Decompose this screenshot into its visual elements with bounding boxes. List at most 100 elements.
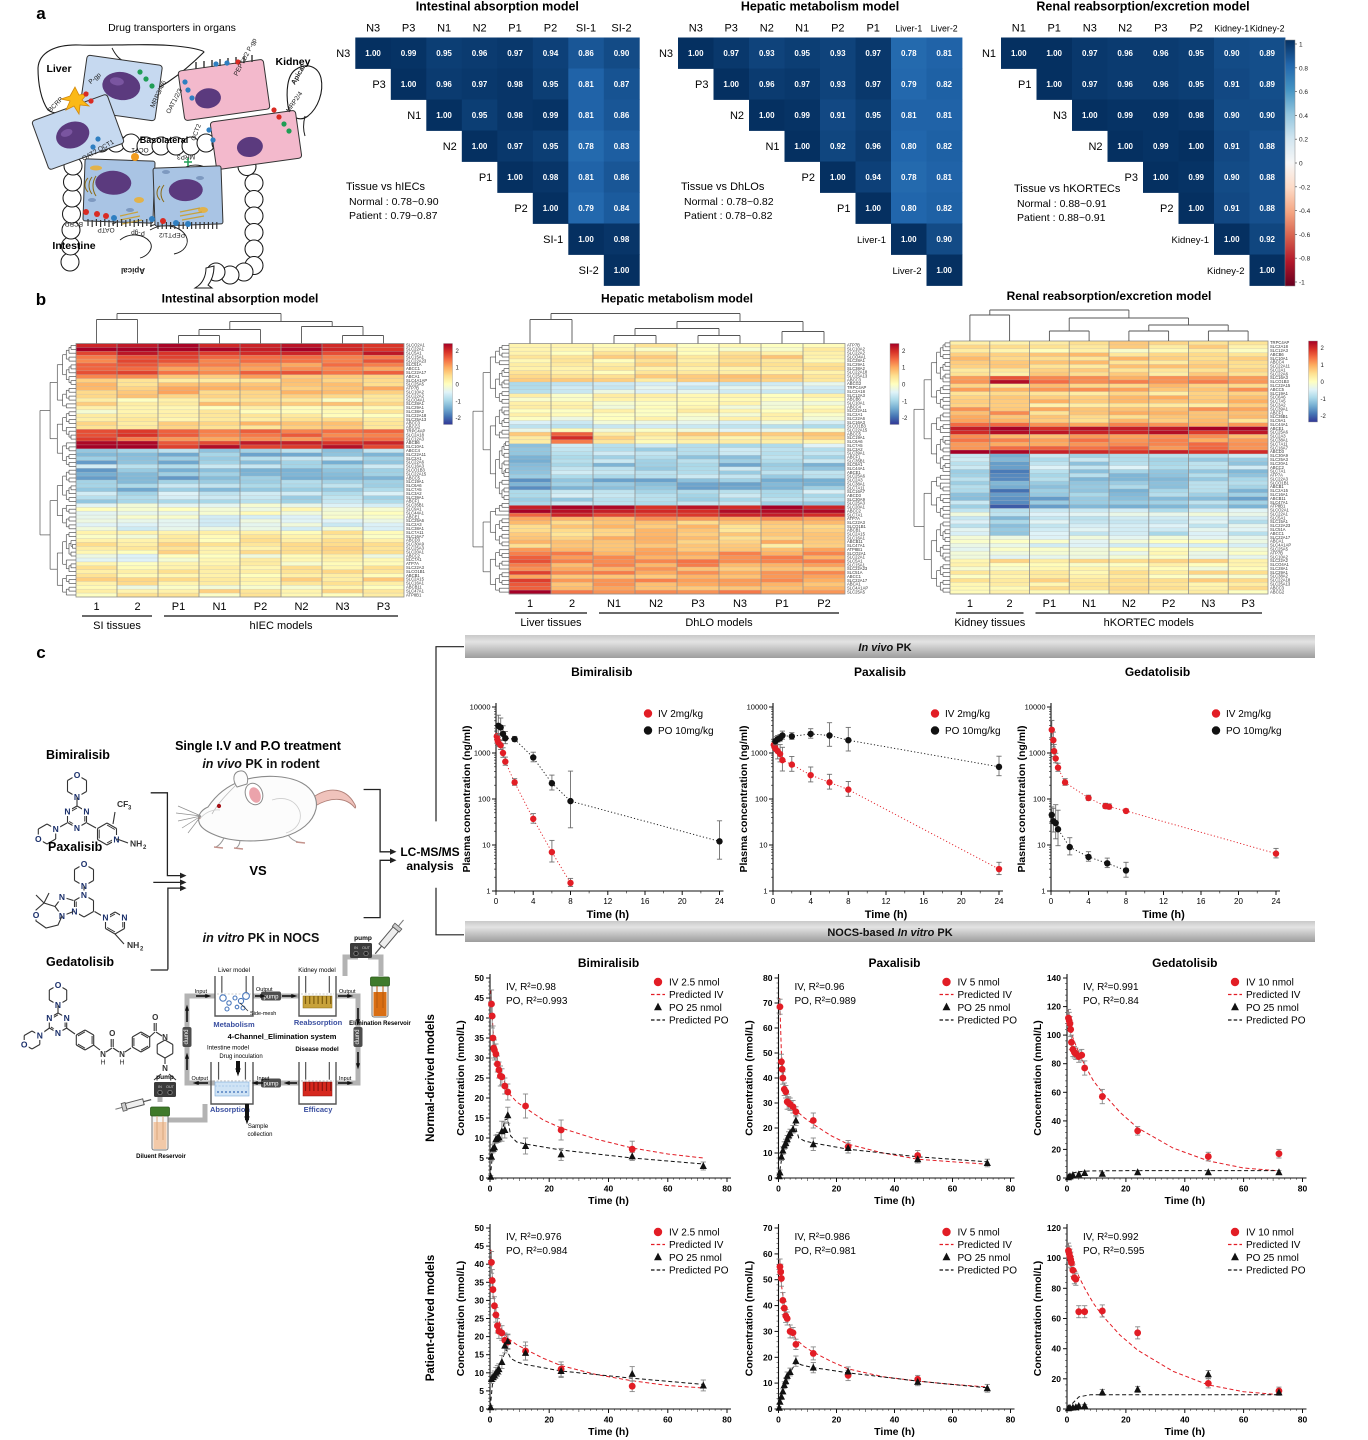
- svg-text:IV, R²=0.991: IV, R²=0.991: [1083, 982, 1139, 993]
- svg-text:30: 30: [475, 1053, 485, 1063]
- svg-text:0.98: 0.98: [614, 235, 630, 244]
- svg-text:35: 35: [475, 1033, 485, 1043]
- svg-text:N3: N3: [689, 23, 703, 35]
- svg-text:0.96: 0.96: [865, 142, 881, 151]
- svg-text:0.96: 0.96: [472, 49, 488, 58]
- svg-text:SLC20A1: SLC20A1: [847, 505, 866, 510]
- svg-text:Predicted PO: Predicted PO: [958, 1016, 1018, 1027]
- svg-text:80: 80: [1298, 1415, 1308, 1425]
- svg-text:Intestinal absorption model: Intestinal absorption model: [162, 292, 319, 306]
- svg-text:SLC29A1: SLC29A1: [847, 362, 866, 367]
- svg-text:IV, R²=0.98: IV, R²=0.98: [506, 982, 556, 993]
- svg-text:2: 2: [569, 598, 575, 610]
- svg-text:0.96: 0.96: [759, 80, 775, 89]
- svg-text:0: 0: [768, 1173, 773, 1183]
- svg-text:Predicted PO: Predicted PO: [1246, 1016, 1306, 1027]
- svg-text:50: 50: [475, 973, 485, 983]
- svg-text:SLC15A1: SLC15A1: [406, 354, 425, 359]
- svg-text:N1: N1: [982, 48, 996, 60]
- svg-text:P3: P3: [1125, 172, 1138, 184]
- svg-text:Kidney: Kidney: [275, 56, 310, 68]
- svg-text:N3: N3: [1083, 23, 1097, 35]
- svg-text:0.95: 0.95: [865, 111, 881, 120]
- svg-text:0.97: 0.97: [1082, 49, 1098, 58]
- svg-text:0.97: 0.97: [794, 80, 810, 89]
- svg-text:Predicted IV: Predicted IV: [1246, 1240, 1301, 1251]
- svg-text:Predicted PO: Predicted PO: [1246, 1266, 1306, 1277]
- svg-text:a: a: [36, 4, 46, 23]
- svg-text:SLC19A1: SLC19A1: [1270, 391, 1289, 396]
- svg-text:40: 40: [1180, 1415, 1190, 1425]
- svg-text:50: 50: [763, 1275, 773, 1285]
- svg-text:SLC47A1: SLC47A1: [1270, 500, 1289, 505]
- svg-text:PO, R²=0.984: PO, R²=0.984: [506, 1246, 568, 1257]
- svg-text:0.95: 0.95: [543, 80, 559, 89]
- svg-text:SLC19A1: SLC19A1: [406, 479, 425, 484]
- svg-text:SLCO1B3: SLCO1B3: [847, 424, 867, 429]
- svg-text:SLC9A1: SLC9A1: [406, 507, 422, 512]
- svg-text:SLC25A6: SLC25A6: [847, 474, 866, 479]
- svg-text:40: 40: [475, 1259, 485, 1269]
- svg-text:0.97: 0.97: [865, 80, 881, 89]
- svg-text:SLC30A9: SLC30A9: [406, 542, 425, 547]
- svg-text:SLCO1B3: SLCO1B3: [1270, 379, 1290, 384]
- svg-text:12: 12: [603, 897, 612, 906]
- svg-text:Predicted IV: Predicted IV: [958, 1240, 1013, 1251]
- svg-text:Predicted PO: Predicted PO: [958, 1266, 1018, 1277]
- svg-text:0.99: 0.99: [543, 111, 559, 120]
- svg-text:Intestinal absorption model: Intestinal absorption model: [416, 0, 579, 14]
- svg-text:SLC7A11: SLC7A11: [406, 530, 424, 535]
- svg-text:ABCB11: ABCB11: [1270, 496, 1286, 501]
- svg-text:50: 50: [475, 1223, 485, 1233]
- svg-text:SLC22A17: SLC22A17: [1270, 535, 1291, 540]
- svg-text:analysis: analysis: [406, 859, 454, 873]
- svg-text:5: 5: [479, 1153, 484, 1163]
- svg-text:-1: -1: [1299, 280, 1305, 287]
- svg-text:SLC28A1: SLC28A1: [406, 401, 425, 406]
- svg-text:SLC22A6: SLC22A6: [847, 416, 866, 421]
- svg-text:140: 140: [1047, 973, 1061, 983]
- svg-text:0.95: 0.95: [794, 49, 810, 58]
- svg-text:ABCD3: ABCD3: [1270, 449, 1285, 454]
- svg-text:P2: P2: [831, 23, 844, 35]
- svg-text:ABCG2: ABCG2: [406, 425, 421, 430]
- svg-text:ABCB6: ABCB6: [406, 440, 420, 445]
- svg-text:0: 0: [479, 1404, 484, 1414]
- svg-text:0.2: 0.2: [1299, 137, 1308, 144]
- svg-text:15: 15: [475, 1113, 485, 1123]
- svg-text:N: N: [74, 823, 80, 833]
- svg-text:SI-1: SI-1: [543, 234, 563, 246]
- svg-text:60: 60: [763, 1023, 773, 1033]
- svg-text:0.97: 0.97: [507, 49, 523, 58]
- svg-text:0: 0: [488, 1415, 493, 1425]
- svg-text:Normal : 0.78~0.90: Normal : 0.78~0.90: [349, 196, 439, 208]
- svg-text:0: 0: [776, 1415, 781, 1425]
- svg-text:SLC7A1: SLC7A1: [406, 557, 422, 562]
- svg-text:PO, R²=0.993: PO, R²=0.993: [506, 996, 568, 1007]
- svg-text:IV, R²=0.96: IV, R²=0.96: [795, 982, 845, 993]
- svg-text:80: 80: [763, 973, 773, 983]
- svg-text:Kidney-1: Kidney-1: [1172, 235, 1210, 246]
- svg-text:SLC2A1: SLC2A1: [1270, 367, 1286, 372]
- svg-text:2: 2: [143, 845, 147, 851]
- svg-text:60: 60: [1052, 1314, 1062, 1324]
- svg-text:P1: P1: [837, 203, 850, 215]
- svg-text:SLC20A1: SLC20A1: [1270, 461, 1289, 466]
- svg-text:60: 60: [948, 1184, 958, 1194]
- svg-text:PO, R²=0.989: PO, R²=0.989: [795, 996, 857, 1007]
- svg-text:0: 0: [771, 897, 776, 906]
- svg-text:Tissue vs hIECs: Tissue vs hIECs: [346, 181, 426, 193]
- svg-text:0.98: 0.98: [1188, 111, 1204, 120]
- svg-text:-1: -1: [456, 399, 462, 405]
- svg-text:Apical: Apical: [121, 266, 145, 275]
- svg-text:SLC2A18: SLC2A18: [1270, 344, 1289, 349]
- svg-text:Concentration (nmol/L): Concentration (nmol/L): [1032, 1020, 1044, 1136]
- svg-text:0.88: 0.88: [1259, 173, 1275, 182]
- svg-text:Kidney-1: Kidney-1: [1214, 24, 1249, 34]
- svg-text:100: 100: [1047, 1253, 1061, 1263]
- svg-text:SLC6A6: SLC6A6: [406, 483, 422, 488]
- svg-text:Paxalisib: Paxalisib: [868, 956, 920, 970]
- svg-text:LC-MS/MS: LC-MS/MS: [400, 845, 459, 859]
- svg-text:0.81: 0.81: [936, 49, 952, 58]
- svg-text:24: 24: [715, 897, 724, 906]
